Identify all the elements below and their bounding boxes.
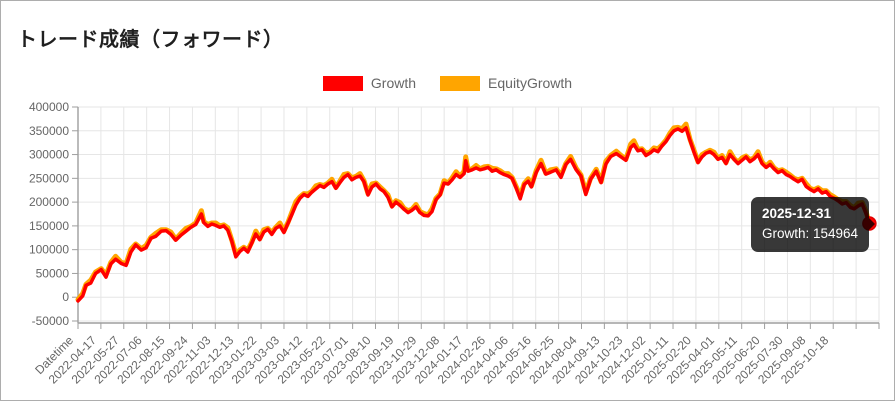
legend-item-growth[interactable]: Growth xyxy=(322,75,417,91)
hover-tooltip: 2025-12-31 Growth: 154964 xyxy=(751,197,876,252)
y-axis-tick-label: -50000 xyxy=(32,314,70,328)
y-axis-tick-label: 300000 xyxy=(29,148,69,162)
legend-item-equitygrowth[interactable]: EquityGrowth xyxy=(440,75,572,91)
tooltip-date: 2025-12-31 xyxy=(762,206,832,221)
tooltip-value: Growth: 154964 xyxy=(762,226,859,242)
equitygrowth-swatch xyxy=(440,75,481,91)
chart-legend: Growth EquityGrowth xyxy=(1,75,894,91)
tooltip-caret-icon xyxy=(869,218,876,231)
y-axis-tick-label: 0 xyxy=(62,290,69,304)
y-axis-tick-label: 250000 xyxy=(29,171,69,185)
y-axis-tick-label: 400000 xyxy=(29,100,69,114)
axis-lines xyxy=(77,107,879,324)
y-axis-tick-label: 100000 xyxy=(29,243,69,257)
legend-label-growth: Growth xyxy=(370,75,417,91)
growth-swatch xyxy=(322,75,363,91)
y-axis-tick-label: 50000 xyxy=(36,266,70,280)
y-axis-tick-label: 350000 xyxy=(29,124,69,138)
legend-label-equitygrowth: EquityGrowth xyxy=(488,75,573,91)
chart-title: トレード成績（フォワード） xyxy=(17,29,284,51)
y-axis-tick-label: 150000 xyxy=(29,219,69,233)
growth-line xyxy=(76,126,872,303)
y-axis-tick-label: 200000 xyxy=(29,195,69,209)
